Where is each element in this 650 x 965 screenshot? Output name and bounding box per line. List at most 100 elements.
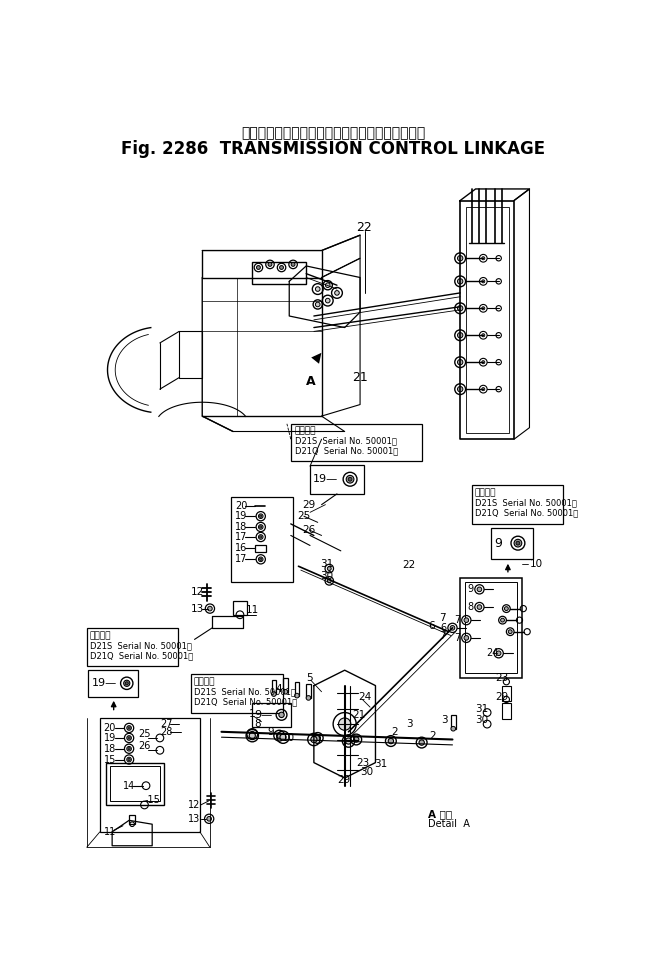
Text: トランスミッション　コントロール　リンケージ: トランスミッション コントロール リンケージ (241, 125, 425, 140)
Circle shape (458, 333, 463, 338)
Text: 22: 22 (402, 560, 416, 569)
Text: 10: 10 (281, 733, 294, 743)
Text: 23: 23 (495, 673, 508, 683)
Circle shape (508, 630, 512, 634)
Text: 11: 11 (105, 827, 117, 837)
Circle shape (326, 298, 330, 303)
Text: 31: 31 (476, 703, 489, 714)
Circle shape (354, 737, 359, 742)
Circle shape (464, 618, 469, 622)
Bar (283, 677, 288, 692)
Text: 29: 29 (495, 692, 508, 703)
Text: 24: 24 (486, 648, 499, 658)
Circle shape (482, 361, 485, 364)
Text: D21Q  Serial No. 50001～: D21Q Serial No. 50001～ (194, 698, 297, 706)
Text: 16: 16 (235, 542, 248, 553)
Bar (491, 528, 534, 559)
Circle shape (482, 280, 485, 283)
Circle shape (259, 558, 262, 561)
Bar (106, 762, 164, 805)
Text: D21Q  Serial No. 50001～: D21Q Serial No. 50001～ (294, 446, 398, 455)
Bar (465, 207, 509, 433)
Circle shape (127, 735, 131, 740)
Circle shape (128, 737, 130, 739)
Text: 2: 2 (430, 731, 436, 741)
Circle shape (451, 727, 456, 731)
Text: D21S  Serial No. 50001～: D21S Serial No. 50001～ (474, 499, 577, 508)
Circle shape (315, 287, 320, 291)
Bar (502, 703, 511, 719)
Text: 30: 30 (476, 715, 489, 726)
Text: 10: 10 (530, 559, 543, 569)
Text: 9: 9 (467, 585, 473, 594)
Circle shape (346, 476, 354, 483)
Text: 7: 7 (454, 615, 460, 625)
Circle shape (388, 738, 393, 744)
Bar (231, 497, 293, 582)
Circle shape (268, 262, 272, 266)
Text: 19—: 19— (92, 678, 116, 688)
Circle shape (128, 727, 130, 730)
Circle shape (450, 625, 455, 630)
Circle shape (250, 731, 255, 737)
Circle shape (464, 636, 469, 640)
Text: 25: 25 (297, 511, 310, 521)
Text: 19—: 19— (313, 474, 339, 484)
Circle shape (257, 265, 261, 269)
Circle shape (328, 566, 332, 570)
Text: 29: 29 (337, 775, 350, 785)
Bar (306, 684, 311, 698)
Text: 7: 7 (439, 630, 445, 641)
Text: 1: 1 (248, 709, 255, 719)
Text: 12: 12 (190, 587, 204, 596)
Text: 17: 17 (235, 532, 248, 542)
Bar (88, 671, 138, 697)
Text: 30: 30 (360, 767, 373, 777)
Text: Fig. 2286  TRANSMISSION CONTROL LINKAGE: Fig. 2286 TRANSMISSION CONTROL LINKAGE (121, 141, 545, 158)
Text: 25: 25 (138, 730, 151, 739)
Circle shape (207, 816, 211, 821)
Circle shape (259, 526, 262, 528)
Text: 8: 8 (467, 602, 473, 612)
Text: 適用号範: 適用号範 (294, 427, 316, 435)
Bar (110, 766, 160, 801)
Text: 2: 2 (391, 727, 398, 737)
Text: 19: 19 (103, 733, 116, 743)
Text: -15: -15 (144, 794, 161, 805)
Circle shape (127, 747, 131, 751)
Text: 24: 24 (358, 692, 371, 703)
Bar (460, 578, 522, 677)
Circle shape (345, 738, 352, 744)
Text: 31: 31 (320, 559, 333, 569)
Circle shape (279, 712, 284, 718)
Text: 20: 20 (235, 501, 248, 511)
Text: 18: 18 (103, 744, 116, 754)
Bar (190, 674, 283, 712)
Circle shape (280, 265, 283, 269)
Text: 9: 9 (268, 727, 274, 737)
Circle shape (272, 692, 276, 697)
Text: D21S  Serial No. 50001～: D21S Serial No. 50001～ (90, 641, 192, 650)
Text: 適用号範: 適用号範 (90, 631, 111, 640)
Bar (310, 464, 364, 494)
Circle shape (127, 726, 131, 731)
Text: D21Q  Serial No. 50001～: D21Q Serial No. 50001～ (474, 509, 578, 517)
Text: A 詳細: A 詳細 (428, 810, 452, 819)
Circle shape (259, 557, 263, 562)
Circle shape (311, 736, 317, 743)
Text: 17: 17 (235, 554, 248, 565)
Text: 13: 13 (188, 813, 200, 824)
Text: 26: 26 (302, 525, 316, 535)
Text: 29: 29 (302, 500, 316, 510)
Text: D21S  Serial No. 50001～: D21S Serial No. 50001～ (194, 687, 296, 697)
Text: 28: 28 (160, 727, 172, 737)
Text: 18: 18 (235, 522, 248, 532)
Bar (451, 715, 456, 729)
Circle shape (477, 587, 482, 592)
Text: 9: 9 (494, 537, 502, 550)
Circle shape (326, 283, 330, 288)
Bar (86, 628, 177, 667)
Text: 9—: 9— (255, 710, 273, 720)
Circle shape (259, 515, 262, 517)
Circle shape (127, 758, 131, 761)
